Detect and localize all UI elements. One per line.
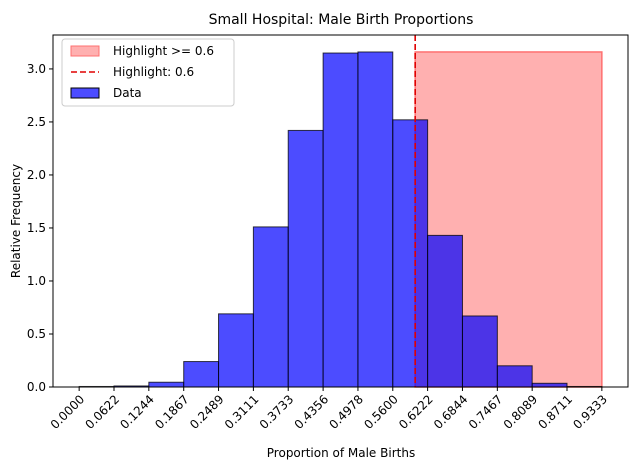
x-tick-label: 0.4356 [292, 392, 332, 432]
legend-label-highlight-line: Highlight: 0.6 [113, 65, 194, 79]
x-axis-label: Proportion of Male Births [267, 446, 415, 460]
x-tick-label: 0.2489 [187, 392, 227, 432]
x-tick-label: 0.7467 [466, 392, 506, 432]
histogram-bar [183, 361, 220, 388]
x-tick-label: 0.8711 [536, 392, 576, 432]
axes-frame [52, 34, 629, 388]
histogram-bar [287, 129, 324, 388]
histogram-bar [322, 52, 359, 388]
x-tick-label: 0.3733 [257, 392, 297, 432]
chart-title: Small Hospital: Male Birth Proportions [209, 12, 474, 28]
histogram-bar [531, 382, 568, 388]
legend: Highlight >= 0.6 Highlight: 0.6 Data [61, 38, 235, 107]
histogram-bar [252, 226, 289, 388]
y-tick-label: 2.0 [27, 168, 46, 182]
histogram-bar [218, 313, 254, 388]
x-tick-label: 0.6222 [396, 392, 436, 432]
legend-label-highlight-region: Highlight >= 0.6 [113, 44, 214, 58]
legend-swatch-data [70, 87, 100, 99]
x-tick-label: 0.4978 [326, 392, 366, 432]
histogram-bar [461, 315, 498, 388]
x-tick-label: 0.3111 [222, 392, 262, 432]
x-tick-label: 0.0622 [83, 392, 123, 432]
y-tick-label: 1.5 [27, 221, 46, 235]
x-tick-label: 0.0000 [48, 392, 88, 432]
histogram-bar [357, 51, 394, 388]
x-tick-label: 0.5600 [361, 392, 401, 432]
y-tick-label: 2.5 [27, 115, 46, 129]
histogram-bar [392, 119, 429, 388]
x-tick-label: 0.1244 [117, 392, 157, 432]
legend-swatch-highlight-region [70, 45, 100, 57]
legend-label-data: Data [113, 86, 142, 100]
histogram-bar [427, 234, 463, 388]
legend-box [61, 38, 235, 107]
x-tick-label: 0.1867 [152, 392, 192, 432]
y-tick-label: 1.0 [27, 274, 46, 288]
y-axis-label: Relative Frequency [9, 164, 23, 278]
y-tick-label: 0.0 [27, 380, 46, 394]
x-tick-label: 0.8089 [501, 392, 541, 432]
histogram-bar [496, 365, 533, 388]
x-tick-label: 0.9333 [570, 392, 610, 432]
y-tick-label: 3.0 [27, 62, 46, 76]
histogram-bar [148, 381, 185, 388]
y-tick-label: 0.5 [27, 327, 46, 341]
x-tick-label: 0.6844 [431, 392, 471, 432]
